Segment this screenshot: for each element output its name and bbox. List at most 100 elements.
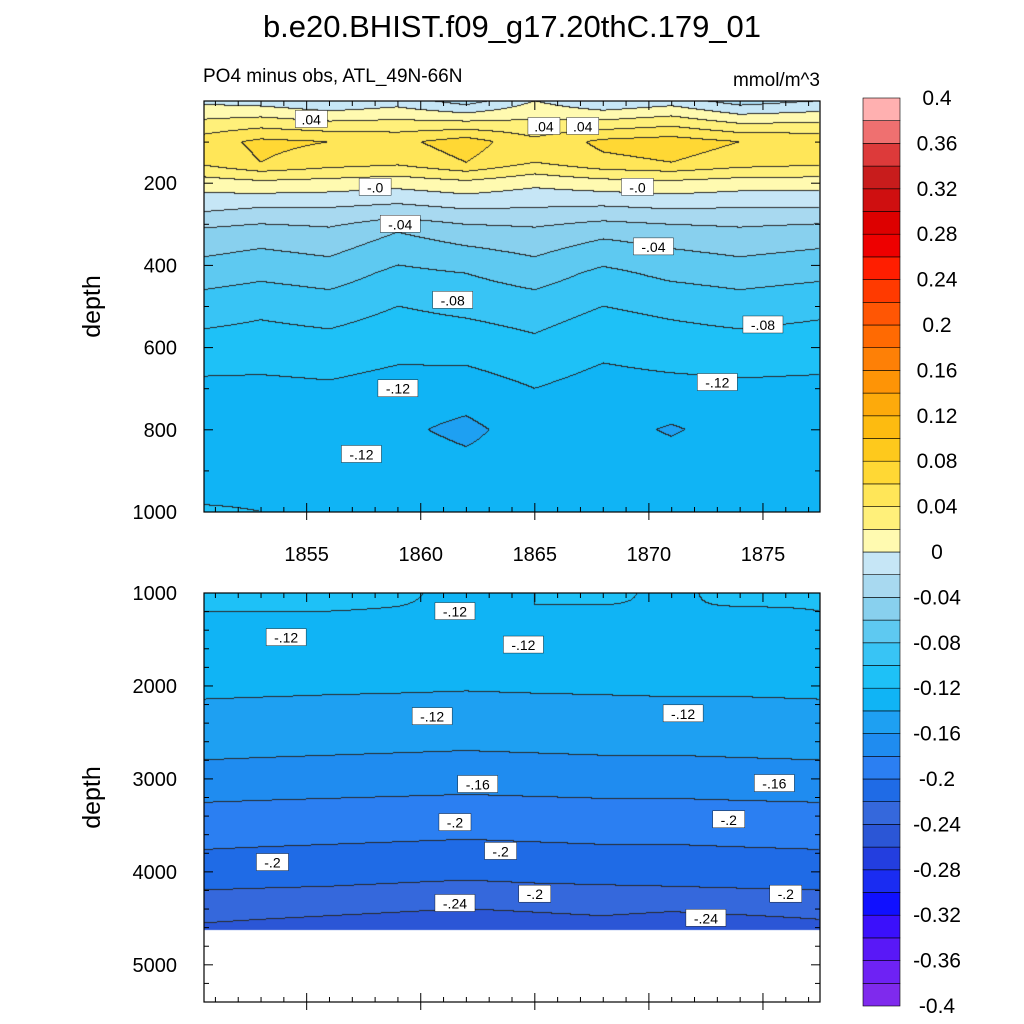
- colorbar-tick-label: 0.04: [917, 496, 958, 519]
- colorbar-box: [862, 120, 901, 144]
- y-tick-label: 3000: [133, 769, 178, 791]
- contour-label: -.12: [411, 707, 453, 725]
- y-tick-label: 2000: [133, 676, 178, 698]
- contour-label: -.2: [256, 853, 289, 871]
- colorbar: 0.4 0.36 0.32 0.28 0.24 0.2 0.16 0.12 0.08 0.04 0 -…: [862, 87, 961, 1018]
- colorbar-box: [862, 642, 901, 666]
- contour-label: -.0: [358, 178, 392, 196]
- svg-text:-.16: -.16: [762, 776, 786, 792]
- colorbar-box: [862, 619, 901, 644]
- contour-label: -.16: [754, 774, 795, 792]
- chart-title: b.e20.BHIST.f09_g17.20thC.179_01: [263, 9, 761, 44]
- colorbar-box: [862, 914, 901, 939]
- colorbar-box: [862, 551, 901, 576]
- svg-text:-.24: -.24: [694, 910, 718, 926]
- colorbar-tick-label: -0.2: [919, 768, 955, 791]
- colorbar-box: [862, 324, 901, 349]
- colorbar-box: [862, 755, 901, 780]
- panel-lower: 1000 2000 3000 4000 5000 depth -.12 -.12 -.12 -.1…: [78, 583, 821, 1010]
- y-tick-label: 400: [144, 255, 177, 277]
- colorbar-box: [862, 370, 901, 394]
- contour-label: -.24: [685, 909, 727, 927]
- colorbar-box: [862, 143, 901, 167]
- colorbar-box: [862, 460, 901, 485]
- colorbar-box: [862, 710, 901, 734]
- contour-label: .04: [566, 117, 599, 135]
- svg-text:-.16: -.16: [466, 776, 490, 792]
- colorbar-box: [862, 506, 901, 530]
- svg-text:-.2: -.2: [527, 886, 544, 902]
- svg-text:-.0: -.0: [629, 179, 646, 195]
- colorbar-box: [862, 438, 901, 462]
- colorbar-box: [862, 188, 901, 212]
- contour-label: -.12: [662, 704, 704, 723]
- x-tick-label: 1875: [741, 544, 786, 566]
- contour-label: -.16: [457, 775, 498, 793]
- y-tick-label: 600: [144, 338, 177, 360]
- contour-label: -.2: [518, 884, 552, 903]
- colorbar-tick-label: -0.04: [913, 586, 961, 609]
- colorbar-tick-label: -0.12: [913, 677, 961, 700]
- colorbar-tick-label: 0.28: [917, 223, 958, 246]
- colorbar-tick-label: 0.2: [922, 314, 951, 337]
- colorbar-tick-label: 0.36: [917, 132, 958, 155]
- contour-label: -.08: [742, 315, 784, 334]
- colorbar-tick-label: 0.08: [917, 450, 958, 473]
- svg-text:-.12: -.12: [386, 381, 410, 397]
- colorbar-tick-label: -0.4: [919, 995, 956, 1018]
- svg-text:.04: .04: [301, 111, 321, 127]
- colorbar-tick-label: -0.36: [913, 950, 961, 973]
- svg-text:-.08: -.08: [751, 317, 775, 333]
- colorbar-box: [862, 892, 901, 916]
- svg-text:-.2: -.2: [721, 812, 738, 828]
- svg-text:-.0: -.0: [367, 179, 384, 195]
- y-tick-label: 200: [144, 173, 177, 195]
- svg-text:-.12: -.12: [420, 709, 444, 725]
- contour-label: -.12: [265, 628, 307, 646]
- colorbar-box: [862, 597, 901, 621]
- colorbar-box: [862, 256, 901, 280]
- y-axis-label: depth: [78, 766, 106, 829]
- contour-label: -.04: [633, 237, 674, 256]
- contour-label: -.2: [769, 884, 802, 903]
- y-tick-label: 5000: [133, 955, 178, 977]
- colorbar-tick-label: -0.16: [913, 723, 961, 746]
- svg-text:.04: .04: [534, 118, 554, 134]
- colorbar-box: [862, 960, 901, 984]
- colorbar-box: [862, 415, 901, 439]
- colorbar-box: [862, 392, 901, 417]
- colorbar-tick-label: 0.24: [917, 269, 958, 292]
- colorbar-box: [862, 574, 901, 598]
- colorbar-box: [862, 733, 901, 757]
- svg-text:-.12: -.12: [274, 630, 298, 646]
- contour-field: [204, 593, 820, 1002]
- colorbar-tick-label: -0.32: [913, 904, 961, 927]
- colorbar-box: [862, 279, 901, 303]
- contour-label: .04: [295, 110, 328, 128]
- colorbar-box: [862, 665, 901, 689]
- contour-label: .04: [527, 117, 561, 135]
- svg-text:-.2: -.2: [778, 886, 795, 902]
- svg-text:-.2: -.2: [264, 855, 281, 871]
- svg-text:-.12: -.12: [705, 375, 729, 391]
- contour-label: -.12: [341, 445, 382, 463]
- svg-text:-.12: -.12: [671, 706, 695, 722]
- y-tick-label: 4000: [133, 862, 178, 884]
- colorbar-box: [862, 165, 901, 190]
- svg-text:-.2: -.2: [447, 815, 464, 831]
- colorbar-box: [862, 869, 901, 893]
- svg-text:-.08: -.08: [441, 292, 465, 308]
- y-tick-label: 1000: [133, 583, 178, 605]
- colorbar-box: [862, 846, 901, 871]
- colorbar-tick-label: -0.08: [913, 632, 961, 655]
- colorbar-tick-label: -0.24: [913, 813, 961, 836]
- panel1-subtitle: PO4 minus obs, ATL_49N-66N: [203, 66, 462, 87]
- y-tick-label: 1000: [133, 502, 178, 524]
- contour-label: -.0: [621, 178, 654, 196]
- svg-text:-.12: -.12: [443, 604, 467, 620]
- colorbar-tick-label: 0.16: [917, 359, 958, 382]
- colorbar-box: [862, 347, 901, 371]
- x-tick-label: 1870: [627, 544, 672, 566]
- contour-label: -.12: [697, 373, 738, 391]
